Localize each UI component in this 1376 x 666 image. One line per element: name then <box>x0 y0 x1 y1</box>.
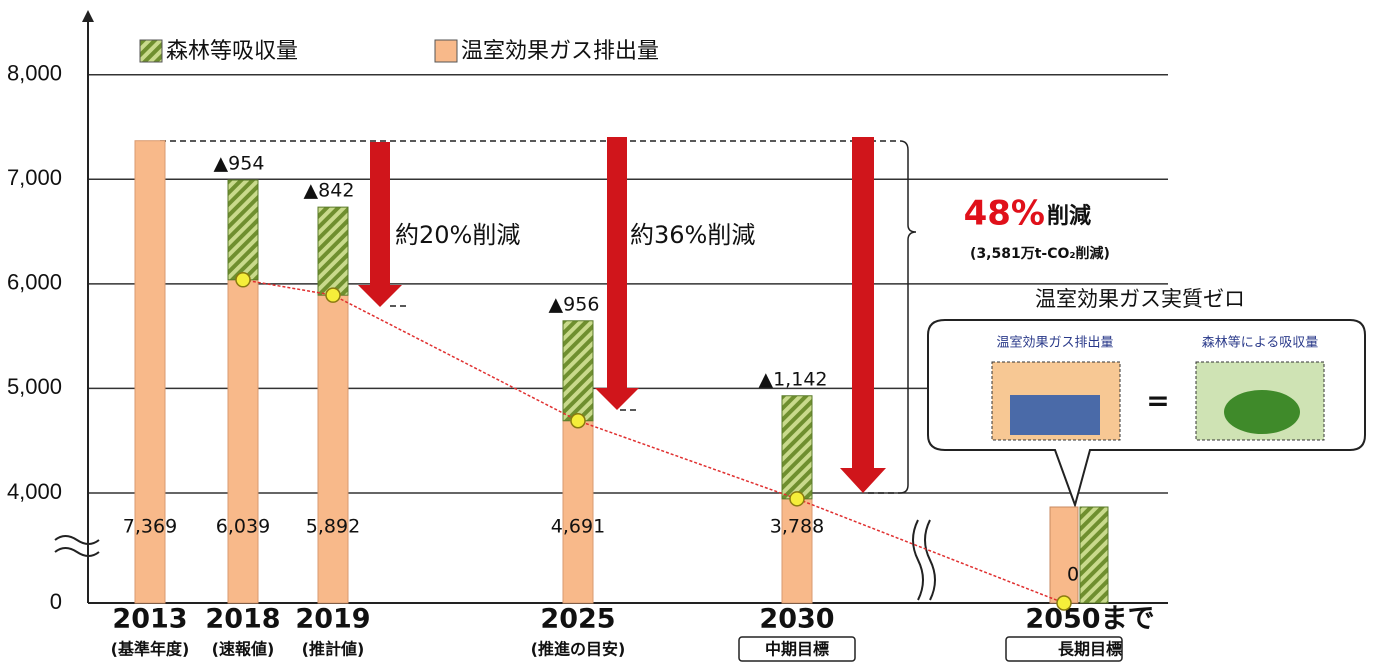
bar <box>781 498 813 604</box>
value-label: 0 <box>1067 564 1079 586</box>
x-tick-label: 2013 <box>112 604 187 635</box>
annotation: 削減 <box>1047 204 1091 229</box>
inset-label: 温室効果ガス排出量 <box>996 335 1113 351</box>
axis-arrow <box>82 10 94 22</box>
legend-label: 森林等吸収量 <box>166 39 298 64</box>
value-label: 3,788 <box>770 516 824 538</box>
decorations: 約20%削減 約36%削減 48% 削減 (3,581万t-CO₂削減) 温室効… <box>160 137 1366 604</box>
value-label: ▲842 <box>304 180 355 202</box>
axis-break <box>54 535 100 557</box>
annotation: 約36%削減 <box>630 221 755 249</box>
value-label: 4,691 <box>551 516 605 538</box>
point <box>570 412 586 429</box>
bar <box>562 420 594 604</box>
point <box>1056 595 1072 611</box>
y-tick-label: 6,000 <box>7 270 62 295</box>
bar <box>134 140 166 604</box>
sublabel-box <box>738 636 856 662</box>
value-label: ▲1,142 <box>758 368 827 390</box>
bar <box>317 206 349 296</box>
y-tick-label: 7,000 <box>7 165 62 190</box>
axes <box>54 10 936 603</box>
inset-image <box>1224 390 1300 434</box>
annotation: 48% <box>964 194 1045 234</box>
legend-label: 温室効果ガス排出量 <box>461 39 659 64</box>
sublabel-box <box>1005 636 1123 662</box>
x-sublabel: (推進の目安) <box>531 640 626 659</box>
bar <box>227 279 259 604</box>
bar <box>562 320 594 422</box>
x-sublabel: 長期目標 <box>1058 640 1122 659</box>
x-sublabel: 中期目標 <box>765 640 829 659</box>
inset-title: 温室効果ガス実質ゼロ <box>1035 287 1245 311</box>
annotation: 約20%削減 <box>395 221 520 249</box>
x-sublabel: (速報値) <box>212 640 275 659</box>
bracket <box>899 140 917 494</box>
x-sublabel: (基準年度) <box>111 640 190 659</box>
bar <box>317 294 349 604</box>
bar <box>781 395 813 500</box>
x-tick-label: 2030 <box>759 604 834 635</box>
axis-break <box>912 519 936 601</box>
illustrative-bar <box>1079 506 1109 604</box>
illustrative-bar <box>1049 506 1079 604</box>
value-label: ▲956 <box>549 293 600 315</box>
x-sublabel: (推計値) <box>302 640 365 659</box>
value-label: 7,369 <box>123 516 177 538</box>
y-tick-label: 5,000 <box>7 374 62 399</box>
y-tick-label: 4,000 <box>7 479 62 504</box>
legend-swatch <box>139 39 163 63</box>
point <box>325 287 341 303</box>
reduction-arrow <box>840 137 886 493</box>
annotation: (3,581万t-CO₂削減) <box>970 245 1110 262</box>
reduction-arrow <box>595 137 639 410</box>
value-label: 5,892 <box>306 516 360 538</box>
value-label: 6,039 <box>216 516 270 538</box>
x-tick-label: 2050まで <box>1025 604 1154 635</box>
x-tick-label: 2019 <box>295 604 370 635</box>
inset-equals: = <box>1146 384 1169 417</box>
x-tick-label: 2018 <box>205 604 280 635</box>
x-tick-label: 2025 <box>540 604 615 635</box>
point <box>789 491 805 507</box>
point <box>235 272 251 288</box>
y-tick-label: 0 <box>50 589 62 614</box>
legend-swatch <box>434 39 458 63</box>
inset-image <box>1010 395 1100 435</box>
value-label: ▲954 <box>214 153 265 175</box>
reduction-arrow <box>358 142 402 307</box>
dashed-guide <box>160 140 900 494</box>
inset-label: 森林等による吸収量 <box>1202 335 1319 351</box>
y-tick-label: 8,000 <box>7 61 62 86</box>
bar <box>227 179 259 281</box>
